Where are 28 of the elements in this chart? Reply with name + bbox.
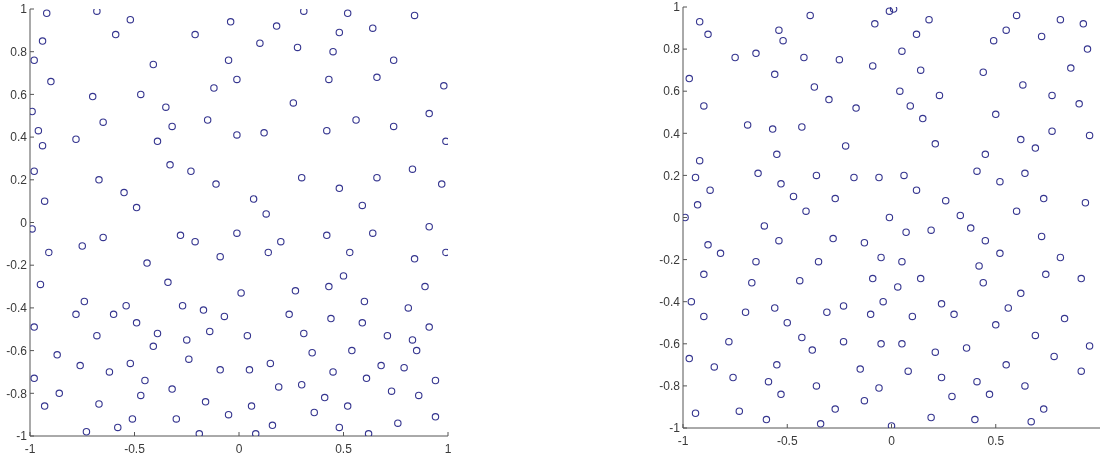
y-tick-label: -0.2 — [6, 258, 28, 273]
x-tick-label: -0.5 — [776, 433, 798, 448]
y-tick-label: -0.6 — [659, 337, 681, 352]
x-tick-label: 0 — [235, 441, 243, 456]
y-tick-label: -0.8 — [659, 379, 681, 394]
y-tick-label: 0.4 — [10, 130, 28, 145]
y-tick-label: 0 — [20, 215, 28, 230]
y-tick-label: -0.8 — [6, 386, 28, 401]
x-tick-label: 0 — [888, 433, 896, 448]
x-tick-label: -0.5 — [124, 441, 146, 456]
y-tick-label: 1 — [673, 0, 681, 15]
x-tick-label: 0.5 — [335, 441, 353, 456]
y-tick-label: 0.6 — [10, 87, 28, 102]
y-tick-label: 0.8 — [10, 44, 28, 59]
y-tick-label: -1 — [669, 421, 681, 436]
y-tick-label: 0 — [673, 210, 681, 225]
y-tick-label: 0.6 — [663, 84, 681, 99]
y-tick-label: 1 — [20, 2, 28, 17]
y-tick-label: -0.4 — [659, 294, 681, 309]
y-tick-label: 0.8 — [663, 42, 681, 57]
y-tick-label: 0.4 — [663, 126, 681, 141]
x-tick-label: 0.5 — [987, 433, 1005, 448]
y-tick-label: -0.4 — [6, 301, 28, 316]
y-tick-label: 0.2 — [663, 168, 681, 183]
y-tick-label: -0.2 — [659, 252, 681, 267]
y-tick-label: 0.2 — [10, 173, 28, 188]
y-tick-label: -0.6 — [6, 343, 28, 358]
x-tick-label: 1 — [444, 441, 452, 456]
